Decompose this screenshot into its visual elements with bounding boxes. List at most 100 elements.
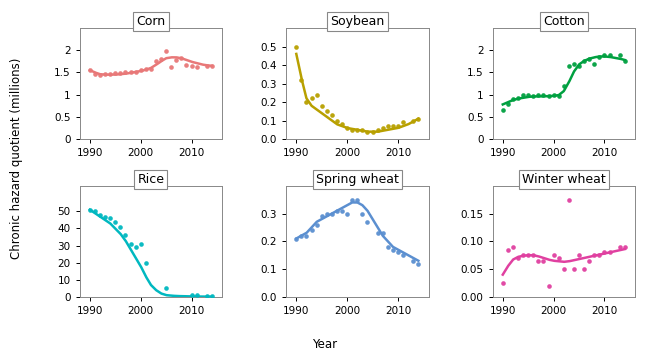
Point bbox=[90, 71, 100, 77]
Point bbox=[372, 127, 383, 133]
Point bbox=[301, 233, 311, 239]
Point bbox=[513, 95, 523, 101]
Point bbox=[579, 266, 590, 272]
Point bbox=[306, 227, 317, 233]
Point bbox=[594, 252, 604, 258]
Point bbox=[110, 219, 120, 225]
Point bbox=[393, 123, 403, 129]
Point bbox=[614, 244, 625, 250]
Point bbox=[181, 62, 192, 68]
Point bbox=[383, 244, 393, 250]
Point bbox=[202, 63, 212, 69]
Point bbox=[291, 236, 302, 241]
Point bbox=[518, 252, 528, 258]
Point bbox=[497, 280, 508, 286]
Point bbox=[502, 247, 513, 252]
Point bbox=[207, 293, 217, 299]
Point bbox=[589, 61, 599, 67]
Point bbox=[619, 58, 630, 64]
Point bbox=[95, 212, 105, 218]
Point bbox=[120, 70, 131, 75]
Point bbox=[161, 285, 172, 291]
Point bbox=[614, 52, 625, 57]
Point bbox=[352, 127, 363, 133]
Point bbox=[296, 77, 307, 83]
Point bbox=[584, 258, 595, 264]
Point bbox=[393, 250, 403, 255]
Point bbox=[84, 207, 95, 213]
Point bbox=[569, 266, 579, 272]
Point bbox=[372, 230, 383, 236]
Point bbox=[327, 112, 337, 118]
Point bbox=[554, 93, 564, 98]
Point bbox=[105, 215, 115, 221]
Point bbox=[90, 209, 100, 214]
Point bbox=[554, 255, 564, 261]
Point bbox=[352, 197, 363, 202]
Point bbox=[538, 258, 549, 264]
Point bbox=[358, 127, 368, 133]
Point bbox=[166, 64, 176, 70]
Point bbox=[301, 99, 311, 105]
Point bbox=[140, 67, 151, 72]
Point bbox=[105, 71, 115, 77]
Point bbox=[378, 230, 388, 236]
Point bbox=[502, 101, 513, 106]
Point bbox=[523, 92, 534, 98]
Point bbox=[574, 252, 584, 258]
Point bbox=[543, 283, 554, 289]
Point bbox=[100, 214, 110, 219]
Point bbox=[347, 127, 358, 133]
Point bbox=[564, 63, 574, 69]
Point bbox=[156, 56, 166, 62]
Point bbox=[388, 247, 398, 252]
Point bbox=[131, 245, 141, 250]
Point bbox=[342, 125, 352, 131]
Point bbox=[513, 255, 523, 261]
Point bbox=[528, 252, 538, 258]
Point bbox=[362, 219, 372, 225]
Point bbox=[187, 292, 197, 298]
Point bbox=[594, 54, 604, 60]
Point bbox=[342, 211, 352, 216]
Point bbox=[317, 103, 327, 108]
Point bbox=[140, 260, 151, 265]
Point bbox=[604, 250, 615, 255]
Point bbox=[100, 71, 110, 77]
Point bbox=[599, 52, 610, 57]
Title: Cotton: Cotton bbox=[543, 15, 584, 28]
Point bbox=[589, 252, 599, 258]
Point bbox=[311, 222, 322, 227]
Point bbox=[558, 266, 569, 272]
Point bbox=[191, 64, 202, 69]
Point bbox=[84, 67, 95, 73]
Point bbox=[332, 118, 342, 124]
Point bbox=[115, 70, 125, 76]
Point bbox=[358, 211, 368, 216]
Title: Rice: Rice bbox=[137, 173, 164, 186]
Point bbox=[528, 94, 538, 99]
Point bbox=[135, 241, 146, 247]
Point bbox=[549, 252, 559, 258]
Point bbox=[161, 48, 172, 54]
Point bbox=[171, 57, 181, 63]
Point bbox=[110, 70, 120, 76]
Point bbox=[187, 63, 197, 69]
Point bbox=[95, 72, 105, 77]
Point bbox=[322, 108, 332, 114]
Point bbox=[579, 58, 590, 64]
Point bbox=[378, 125, 388, 131]
Point bbox=[549, 92, 559, 98]
Point bbox=[564, 197, 574, 202]
Point bbox=[207, 63, 217, 69]
Point bbox=[337, 121, 347, 127]
Point bbox=[347, 197, 358, 202]
Point bbox=[367, 129, 378, 134]
Point bbox=[619, 244, 630, 250]
Point bbox=[508, 96, 518, 102]
Point bbox=[146, 66, 156, 72]
Point bbox=[599, 250, 610, 255]
Point bbox=[584, 56, 595, 62]
Point bbox=[306, 95, 317, 101]
Point bbox=[523, 252, 534, 258]
